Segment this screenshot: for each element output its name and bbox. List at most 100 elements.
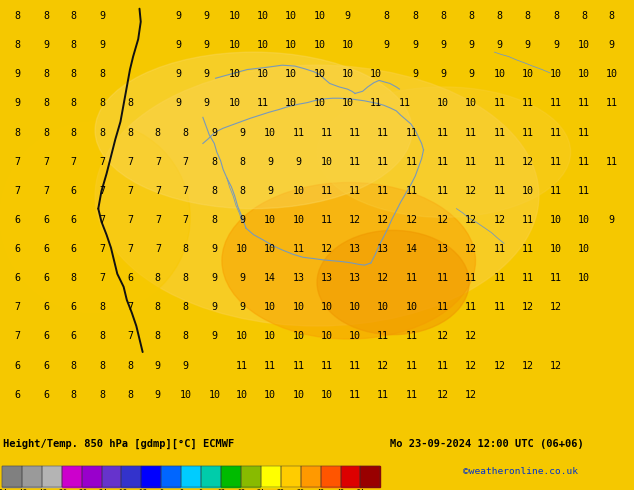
Text: 12: 12	[465, 390, 477, 400]
Bar	[261, 466, 281, 487]
Text: 10: 10	[264, 244, 276, 254]
Text: 7: 7	[127, 157, 133, 167]
Text: 12: 12	[494, 215, 505, 225]
Text: 10: 10	[209, 390, 220, 400]
Text: 13: 13	[349, 244, 361, 254]
Text: 11: 11	[522, 127, 533, 138]
Text: 12: 12	[465, 186, 477, 196]
Bar	[61, 466, 82, 487]
Text: 12: 12	[377, 215, 389, 225]
Text: 8: 8	[127, 127, 133, 138]
Text: 8: 8	[99, 127, 105, 138]
Bar	[82, 466, 101, 487]
Text: 12: 12	[437, 331, 449, 342]
Bar	[181, 466, 201, 487]
Text: 9: 9	[204, 98, 210, 108]
Text: 8: 8	[70, 273, 77, 283]
Ellipse shape	[95, 65, 539, 326]
Text: 9: 9	[344, 11, 351, 21]
Ellipse shape	[95, 52, 412, 209]
Text: 8: 8	[496, 11, 503, 21]
Text: 6: 6	[15, 361, 21, 370]
Text: 6: 6	[43, 244, 49, 254]
Bar	[101, 466, 122, 487]
Text: 9: 9	[155, 361, 161, 370]
Text: 9: 9	[468, 40, 474, 50]
Text: 9: 9	[412, 40, 418, 50]
Text: 11: 11	[437, 127, 449, 138]
Text: 7: 7	[155, 157, 161, 167]
Text: 7: 7	[155, 186, 161, 196]
Text: 11: 11	[257, 98, 269, 108]
Text: 12: 12	[465, 215, 477, 225]
Text: ©weatheronline.co.uk: ©weatheronline.co.uk	[463, 467, 578, 476]
Text: 10: 10	[314, 11, 325, 21]
Text: 11: 11	[321, 215, 332, 225]
Text: 9: 9	[553, 40, 559, 50]
Text: 6: 6	[70, 215, 77, 225]
Text: 9: 9	[524, 40, 531, 50]
Text: 11: 11	[399, 98, 410, 108]
Bar	[201, 466, 221, 487]
Text: 11: 11	[349, 186, 361, 196]
Text: 10: 10	[437, 98, 449, 108]
Text: 8: 8	[43, 127, 49, 138]
Text: 11: 11	[406, 127, 417, 138]
Bar	[161, 466, 181, 487]
Text: 10: 10	[314, 69, 325, 79]
Text: 6: 6	[43, 302, 49, 312]
Text: 10: 10	[293, 331, 304, 342]
Bar	[42, 466, 61, 487]
Text: 8: 8	[155, 302, 161, 312]
Text: 6: 6	[15, 215, 21, 225]
Bar	[340, 466, 361, 487]
Text: 8: 8	[553, 11, 559, 21]
Text: 9: 9	[204, 40, 210, 50]
Text: 10: 10	[349, 302, 361, 312]
Text: 11: 11	[406, 186, 417, 196]
Text: 11: 11	[377, 127, 389, 138]
Ellipse shape	[0, 122, 190, 313]
Text: 10: 10	[349, 331, 361, 342]
Bar	[340, 466, 361, 487]
Text: 8: 8	[127, 390, 133, 400]
Text: 9: 9	[468, 69, 474, 79]
Text: 9: 9	[384, 40, 390, 50]
Text: 8: 8	[211, 215, 217, 225]
Bar	[141, 466, 161, 487]
Text: 7: 7	[15, 157, 21, 167]
Text: 9: 9	[204, 11, 210, 21]
Text: 12: 12	[522, 361, 533, 370]
Text: 8: 8	[99, 361, 105, 370]
Text: 8: 8	[43, 98, 49, 108]
Text: 10: 10	[180, 390, 191, 400]
Text: 12: 12	[321, 244, 332, 254]
Text: 10: 10	[293, 215, 304, 225]
Text: 11: 11	[550, 273, 562, 283]
Text: 6: 6	[43, 390, 49, 400]
Text: 6: 6	[127, 273, 133, 283]
Bar	[321, 466, 340, 487]
Text: 10: 10	[236, 244, 248, 254]
Text: 8: 8	[609, 11, 615, 21]
Text: 8: 8	[99, 390, 105, 400]
Text: 11: 11	[406, 361, 417, 370]
Text: 10: 10	[578, 273, 590, 283]
Text: 8: 8	[384, 11, 390, 21]
Text: 8: 8	[412, 11, 418, 21]
Ellipse shape	[222, 183, 476, 339]
Text: 10: 10	[264, 215, 276, 225]
Text: 11: 11	[465, 127, 477, 138]
Text: 11: 11	[522, 215, 533, 225]
Text: 11: 11	[437, 302, 449, 312]
Text: 11: 11	[522, 98, 533, 108]
Text: 11: 11	[578, 98, 590, 108]
Bar	[361, 466, 380, 487]
Text: 11: 11	[465, 157, 477, 167]
Text: 11: 11	[522, 273, 533, 283]
Text: 10: 10	[550, 215, 562, 225]
Text: 10: 10	[264, 331, 276, 342]
Text: 10: 10	[236, 331, 248, 342]
Text: 8: 8	[99, 69, 105, 79]
Text: 8: 8	[99, 302, 105, 312]
